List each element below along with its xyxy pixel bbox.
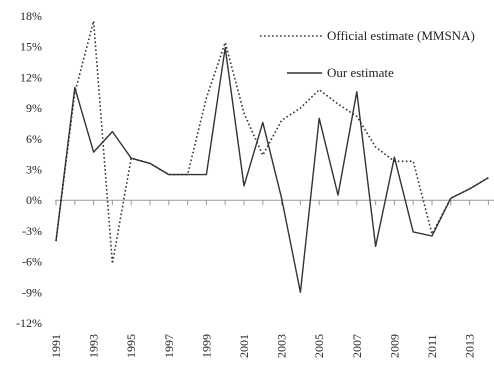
x-tick-label: 1993 [87,334,101,358]
y-tick-label: 0% [26,193,42,207]
y-tick-label: 18% [20,9,42,23]
y-tick-label: 6% [26,132,42,146]
y-tick-label: -12% [16,316,42,330]
x-tick-label: 2003 [275,334,289,358]
y-tick-label: -6% [22,255,42,269]
y-tick-label: 12% [20,70,42,84]
x-tick-label: 2013 [463,334,477,358]
x-tick-label: 1997 [162,334,176,358]
series-line-official [55,20,489,265]
x-tick-label: 1995 [124,334,138,358]
x-tick-label: 2011 [425,334,439,358]
x-tick-label: 2005 [312,334,326,358]
x-tick-label: 1991 [49,334,63,358]
x-tick-label: 2001 [237,334,251,358]
legend-label: Our estimate [327,65,394,80]
y-tick-label: 9% [26,101,42,115]
y-tick-label: 3% [26,163,42,177]
legend-label: Official estimate (MMSNA) [327,28,475,43]
x-tick-label: 1999 [199,334,213,358]
x-tick-label: 2007 [350,334,364,358]
y-tick-label: -9% [22,285,42,299]
y-tick-label: 15% [20,40,42,54]
series-line-ours [55,47,489,293]
x-tick-label: 2009 [387,334,401,358]
y-tick-label: -3% [22,224,42,238]
